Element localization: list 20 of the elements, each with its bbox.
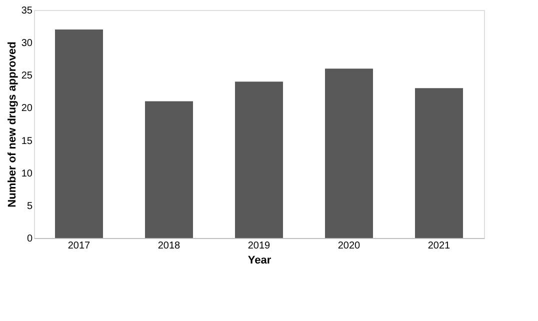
y-tick-label: 15 (21, 136, 33, 147)
y-tick-label: 25 (21, 70, 33, 82)
bar (415, 88, 463, 238)
y-tick-label: 5 (26, 200, 33, 212)
x-tick-label: 2017 (68, 240, 91, 252)
bar (55, 30, 103, 238)
x-tick-label: 2020 (338, 240, 361, 252)
x-axis-title: Year (248, 254, 272, 266)
y-tick-label: 35 (21, 6, 33, 16)
bar (325, 68, 373, 238)
x-tick-label: 2018 (158, 240, 181, 252)
x-tick-label: 2019 (248, 240, 271, 252)
bar (235, 82, 283, 238)
y-axis-title: Number of new drugs approved (6, 42, 18, 208)
y-tick-label: 20 (21, 103, 33, 114)
y-tick-label: 30 (21, 38, 33, 50)
x-tick-label: 2021 (428, 240, 451, 252)
y-tick-label: 0 (26, 234, 33, 244)
bar (145, 101, 193, 238)
y-tick-label: 10 (21, 168, 33, 180)
